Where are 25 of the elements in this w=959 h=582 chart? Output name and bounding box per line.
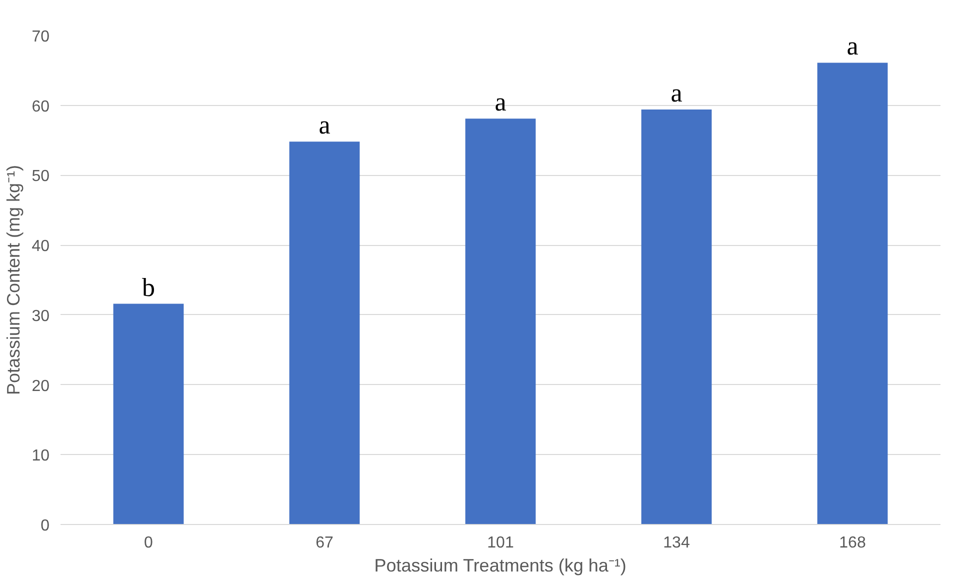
x-tick-label: 67	[316, 534, 334, 552]
bar	[289, 142, 360, 524]
x-tick-label: 101	[487, 534, 514, 552]
y-tick-label: 70	[32, 28, 50, 46]
x-tick-label: 0	[144, 534, 154, 552]
annotation: a	[846, 32, 859, 61]
annotation: b	[142, 272, 155, 302]
y-tick-label: 60	[32, 98, 50, 116]
bar	[113, 304, 184, 524]
y-tick-label: 30	[32, 308, 50, 325]
bar	[465, 118, 536, 524]
y-tick-label: 50	[32, 168, 50, 186]
y-tick-label: 0	[40, 518, 50, 534]
x-tick-label: 168	[839, 534, 866, 552]
y-tick-label: 40	[32, 238, 50, 256]
annotation: a	[494, 88, 507, 117]
annotation: a	[318, 110, 331, 140]
y-tick-label: 20	[32, 378, 50, 395]
y-tick-label: 10	[32, 448, 50, 465]
y-axis-title: Potassium Content (mg kg⁻¹)	[4, 164, 24, 396]
x-axis-title: Potassium Treatments (kg ha⁻¹)	[374, 556, 626, 576]
bar	[641, 110, 712, 524]
bar	[817, 62, 888, 524]
x-tick-label: 134	[663, 534, 690, 552]
annotation: a	[670, 78, 683, 108]
